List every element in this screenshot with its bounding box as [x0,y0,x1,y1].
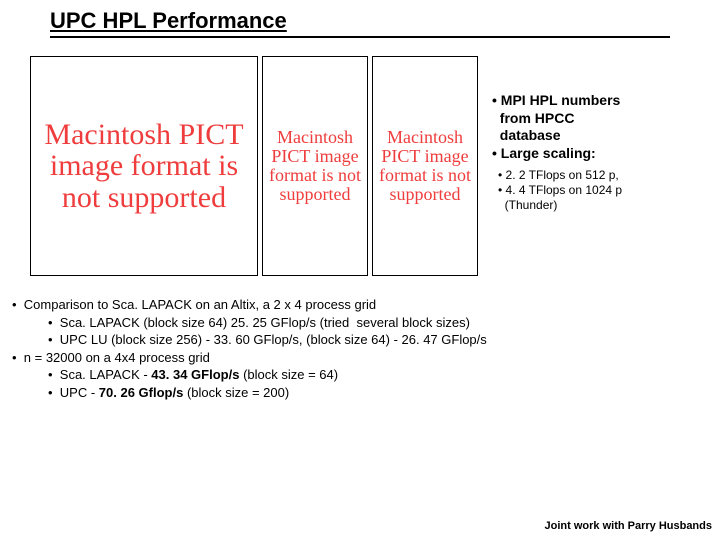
bottom-l1: • Comparison to Sca. LAPACK on an Altix,… [12,296,708,314]
footer-credit: Joint work with Parry Husbands [545,520,712,532]
side-sub-3: (Thunder) [498,198,712,213]
bottom-l2a-bold: 43. 34 GFlop/s [151,367,239,382]
bottom-bullets: • Comparison to Sca. LAPACK on an Altix,… [0,276,720,401]
bottom-l2a-pre: • Sca. LAPACK - [48,367,151,382]
side-bullet-1a: • MPI HPL numbers [492,92,712,110]
page-title: UPC HPL Performance [50,8,670,38]
pict-placeholder-small-2: Macintosh PICT image format is not suppo… [372,56,478,276]
pict-placeholder-large: Macintosh PICT image format is not suppo… [30,56,258,276]
bottom-l2b: • UPC - 70. 26 Gflop/s (block size = 200… [12,384,708,402]
side-sub-1: • 2. 2 TFlops on 512 p, [498,168,712,183]
side-bullet-2: • Large scaling: [492,145,712,163]
bottom-l1b: • UPC LU (block size 256) - 33. 60 GFlop… [12,331,708,349]
bottom-l2b-post: (block size = 200) [183,385,289,400]
bottom-l2: • n = 32000 on a 4x4 process grid [12,349,708,367]
bottom-l2a: • Sca. LAPACK - 43. 34 GFlop/s (block si… [12,366,708,384]
side-sub-2: • 4. 4 TFlops on 1024 p [498,183,712,198]
side-notes: • MPI HPL numbers from HPCC database • L… [482,56,712,213]
bottom-l2a-post: (block size = 64) [239,367,338,382]
side-bullet-1c: database [492,127,712,145]
side-bullet-1b: from HPCC [492,110,712,128]
bottom-l1a: • Sca. LAPACK (block size 64) 25. 25 GFl… [12,314,708,332]
bottom-l2b-pre: • UPC - [48,385,99,400]
bottom-l2b-bold: 70. 26 Gflop/s [99,385,184,400]
side-sub-notes: • 2. 2 TFlops on 512 p, • 4. 4 TFlops on… [492,162,712,213]
content-row: Macintosh PICT image format is not suppo… [0,38,720,276]
pict-placeholder-small-1: Macintosh PICT image format is not suppo… [262,56,368,276]
